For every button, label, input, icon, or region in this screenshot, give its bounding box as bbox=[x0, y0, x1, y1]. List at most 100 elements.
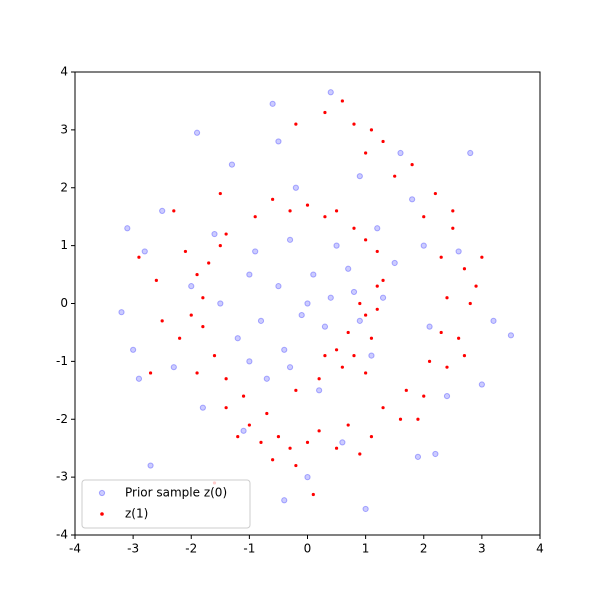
y-tick-label: 1 bbox=[60, 238, 68, 252]
legend-marker bbox=[100, 512, 104, 516]
y-tick-label: -3 bbox=[56, 470, 68, 484]
point bbox=[352, 353, 356, 358]
point bbox=[445, 296, 449, 300]
point bbox=[391, 259, 398, 267]
point bbox=[334, 209, 339, 213]
point bbox=[340, 99, 344, 103]
point bbox=[292, 184, 299, 191]
point bbox=[224, 232, 228, 236]
point bbox=[257, 317, 265, 324]
point bbox=[375, 284, 379, 288]
point bbox=[240, 427, 247, 434]
y-tick-label: -4 bbox=[56, 528, 68, 542]
series-1 bbox=[137, 99, 484, 497]
point bbox=[362, 505, 369, 513]
legend-box bbox=[81, 479, 251, 529]
point bbox=[397, 149, 404, 157]
point bbox=[369, 435, 374, 439]
point bbox=[443, 393, 451, 400]
x-tick-label: -4 bbox=[69, 542, 81, 556]
point bbox=[368, 352, 375, 359]
y-tick-label: 0 bbox=[60, 296, 68, 310]
point bbox=[317, 377, 321, 381]
point bbox=[130, 346, 137, 353]
point bbox=[346, 330, 350, 335]
point bbox=[294, 463, 298, 468]
point bbox=[228, 161, 236, 168]
point bbox=[420, 242, 427, 249]
point bbox=[327, 89, 334, 96]
point bbox=[375, 249, 379, 254]
point bbox=[154, 278, 158, 282]
point bbox=[334, 348, 339, 352]
point bbox=[451, 209, 455, 213]
point bbox=[356, 317, 363, 324]
point bbox=[468, 301, 472, 306]
point bbox=[433, 191, 437, 196]
x-tick-label: 1 bbox=[362, 542, 370, 556]
point bbox=[212, 353, 217, 358]
point bbox=[189, 313, 193, 317]
point bbox=[323, 110, 327, 115]
point bbox=[304, 300, 311, 307]
point bbox=[271, 458, 275, 462]
point bbox=[432, 450, 439, 458]
point bbox=[247, 423, 251, 427]
point bbox=[439, 330, 443, 335]
point bbox=[241, 394, 246, 398]
point bbox=[340, 365, 344, 369]
point bbox=[321, 323, 329, 330]
point bbox=[339, 439, 346, 446]
point bbox=[305, 440, 310, 444]
point bbox=[193, 129, 201, 136]
x-tick-label: 0 bbox=[304, 542, 312, 556]
point bbox=[234, 335, 241, 342]
x-tick-label: 3 bbox=[478, 542, 486, 556]
point bbox=[375, 307, 379, 311]
legend-label: Prior sample z(0) bbox=[125, 486, 227, 500]
point bbox=[393, 174, 397, 178]
x-tick-label: 4 bbox=[536, 542, 544, 556]
point bbox=[358, 452, 362, 456]
point bbox=[374, 225, 381, 232]
point bbox=[294, 122, 298, 126]
point bbox=[427, 359, 432, 363]
point bbox=[276, 435, 281, 439]
point bbox=[364, 371, 368, 375]
point bbox=[298, 311, 305, 319]
x-tick-label: 2 bbox=[420, 542, 428, 556]
point bbox=[294, 388, 298, 392]
point bbox=[236, 435, 240, 439]
point bbox=[323, 215, 327, 219]
point bbox=[159, 207, 166, 214]
point bbox=[188, 283, 195, 290]
point bbox=[207, 261, 211, 265]
point bbox=[263, 375, 270, 382]
point bbox=[316, 387, 323, 394]
point bbox=[414, 453, 422, 460]
point bbox=[275, 138, 282, 145]
point bbox=[416, 417, 420, 421]
series-0 bbox=[118, 89, 515, 513]
point bbox=[462, 267, 467, 271]
point bbox=[304, 474, 311, 481]
point bbox=[310, 271, 317, 278]
point bbox=[352, 226, 356, 230]
point bbox=[346, 423, 350, 427]
x-tick-label: -3 bbox=[127, 542, 139, 556]
point bbox=[327, 294, 334, 301]
point bbox=[218, 244, 222, 248]
legend-label: z(1) bbox=[125, 507, 148, 521]
point bbox=[124, 225, 131, 232]
point bbox=[369, 336, 374, 340]
point bbox=[147, 462, 154, 469]
point bbox=[345, 265, 352, 272]
y-tick-label: 3 bbox=[60, 122, 68, 136]
point bbox=[333, 242, 340, 249]
point bbox=[317, 429, 321, 433]
point bbox=[195, 371, 199, 375]
point bbox=[135, 375, 143, 382]
point bbox=[199, 404, 206, 411]
point bbox=[275, 283, 282, 290]
point bbox=[445, 365, 449, 369]
